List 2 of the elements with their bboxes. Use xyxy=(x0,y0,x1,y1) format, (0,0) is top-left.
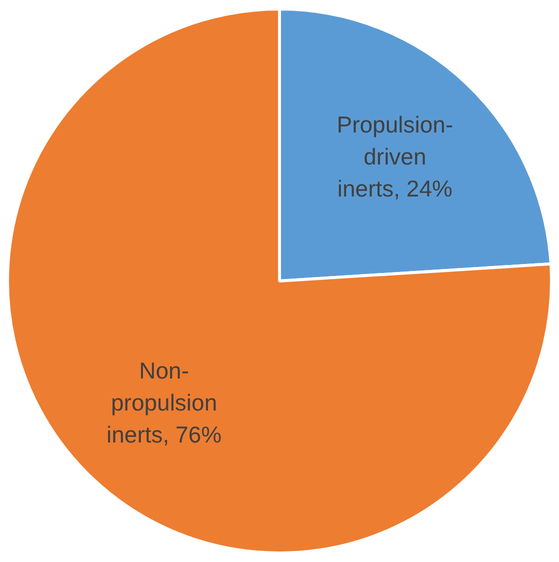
slice-label: Propulsion-driven inerts, 24% xyxy=(336,111,454,202)
slice-label: Non-propulsion inerts, 76% xyxy=(106,357,222,448)
